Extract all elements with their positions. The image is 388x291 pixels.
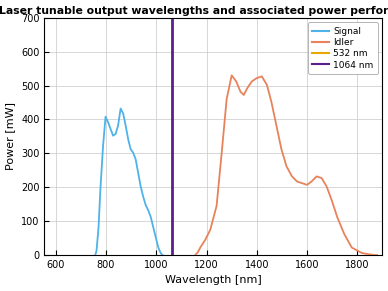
X-axis label: Wavelength [nm]: Wavelength [nm] xyxy=(165,276,262,285)
Title: Laser tunable output wavelengths and associated power performance: Laser tunable output wavelengths and ass… xyxy=(0,6,388,15)
Y-axis label: Power [mW]: Power [mW] xyxy=(5,102,16,170)
Legend: Signal, Idler, 532 nm, 1064 nm: Signal, Idler, 532 nm, 1064 nm xyxy=(308,22,378,74)
